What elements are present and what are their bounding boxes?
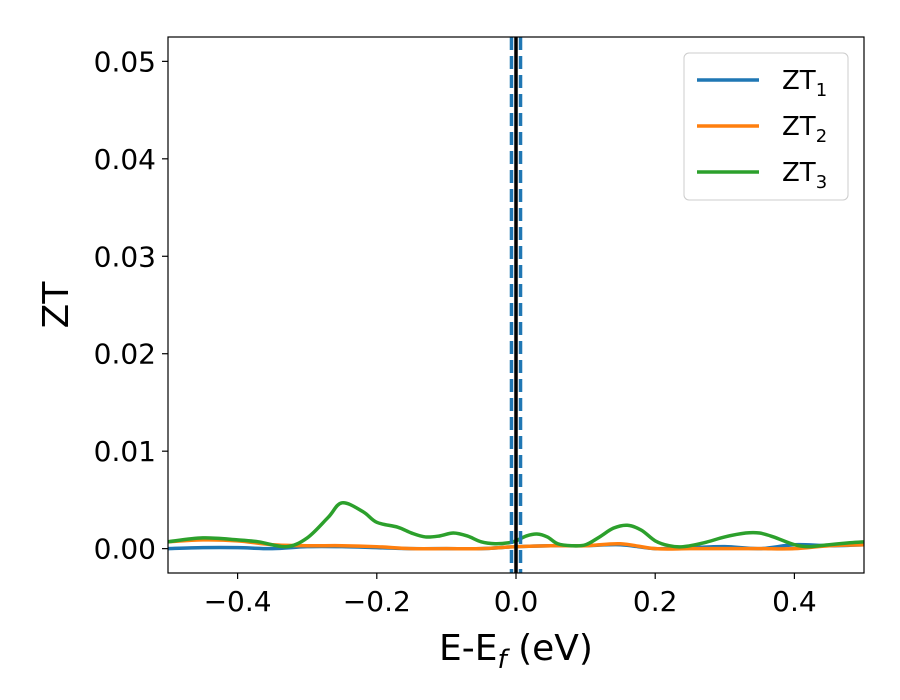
y-tick-label: 0.02 — [94, 338, 156, 371]
legend-label-3: ZT3 — [782, 158, 827, 193]
y-axis-ticks: 0.00 0.01 0.02 0.03 0.04 0.05 — [94, 45, 168, 566]
y-tick-label: 0.04 — [94, 143, 156, 176]
x-axis-label-unit: (eV) — [507, 628, 593, 669]
x-axis-label: E-Ef (eV) — [439, 628, 593, 675]
series-line-3 — [168, 501, 864, 549]
legend-box — [683, 52, 849, 201]
x-tick-label: −0.4 — [204, 585, 272, 618]
x-tick-label: −0.2 — [343, 585, 411, 618]
x-axis-ticks: −0.4 −0.2 0.0 0.2 0.4 — [204, 573, 817, 618]
legend-label-1: ZT1 — [782, 66, 827, 101]
vline-layer — [509, 37, 523, 573]
legend-label-sub: 2 — [816, 126, 827, 147]
legend-label-2: ZT2 — [782, 112, 827, 147]
y-tick-label: 0.05 — [94, 45, 156, 78]
y-tick-label: 0.01 — [94, 435, 156, 468]
x-tick-label: 0.4 — [772, 585, 817, 618]
legend-label-sub: 1 — [816, 80, 827, 101]
legend-label-main: ZT — [782, 112, 816, 142]
x-tick-label: 0.0 — [494, 585, 539, 618]
x-tick-label: 0.2 — [633, 585, 678, 618]
x-axis-label-main: E-E — [439, 628, 497, 669]
y-axis-label: ZT — [36, 281, 77, 329]
legend-label-main: ZT — [782, 158, 816, 188]
legend-label-sub: 3 — [816, 172, 827, 193]
y-tick-label: 0.00 — [94, 533, 156, 566]
y-tick-label: 0.03 — [94, 240, 156, 273]
legend-label-main: ZT — [782, 66, 816, 96]
